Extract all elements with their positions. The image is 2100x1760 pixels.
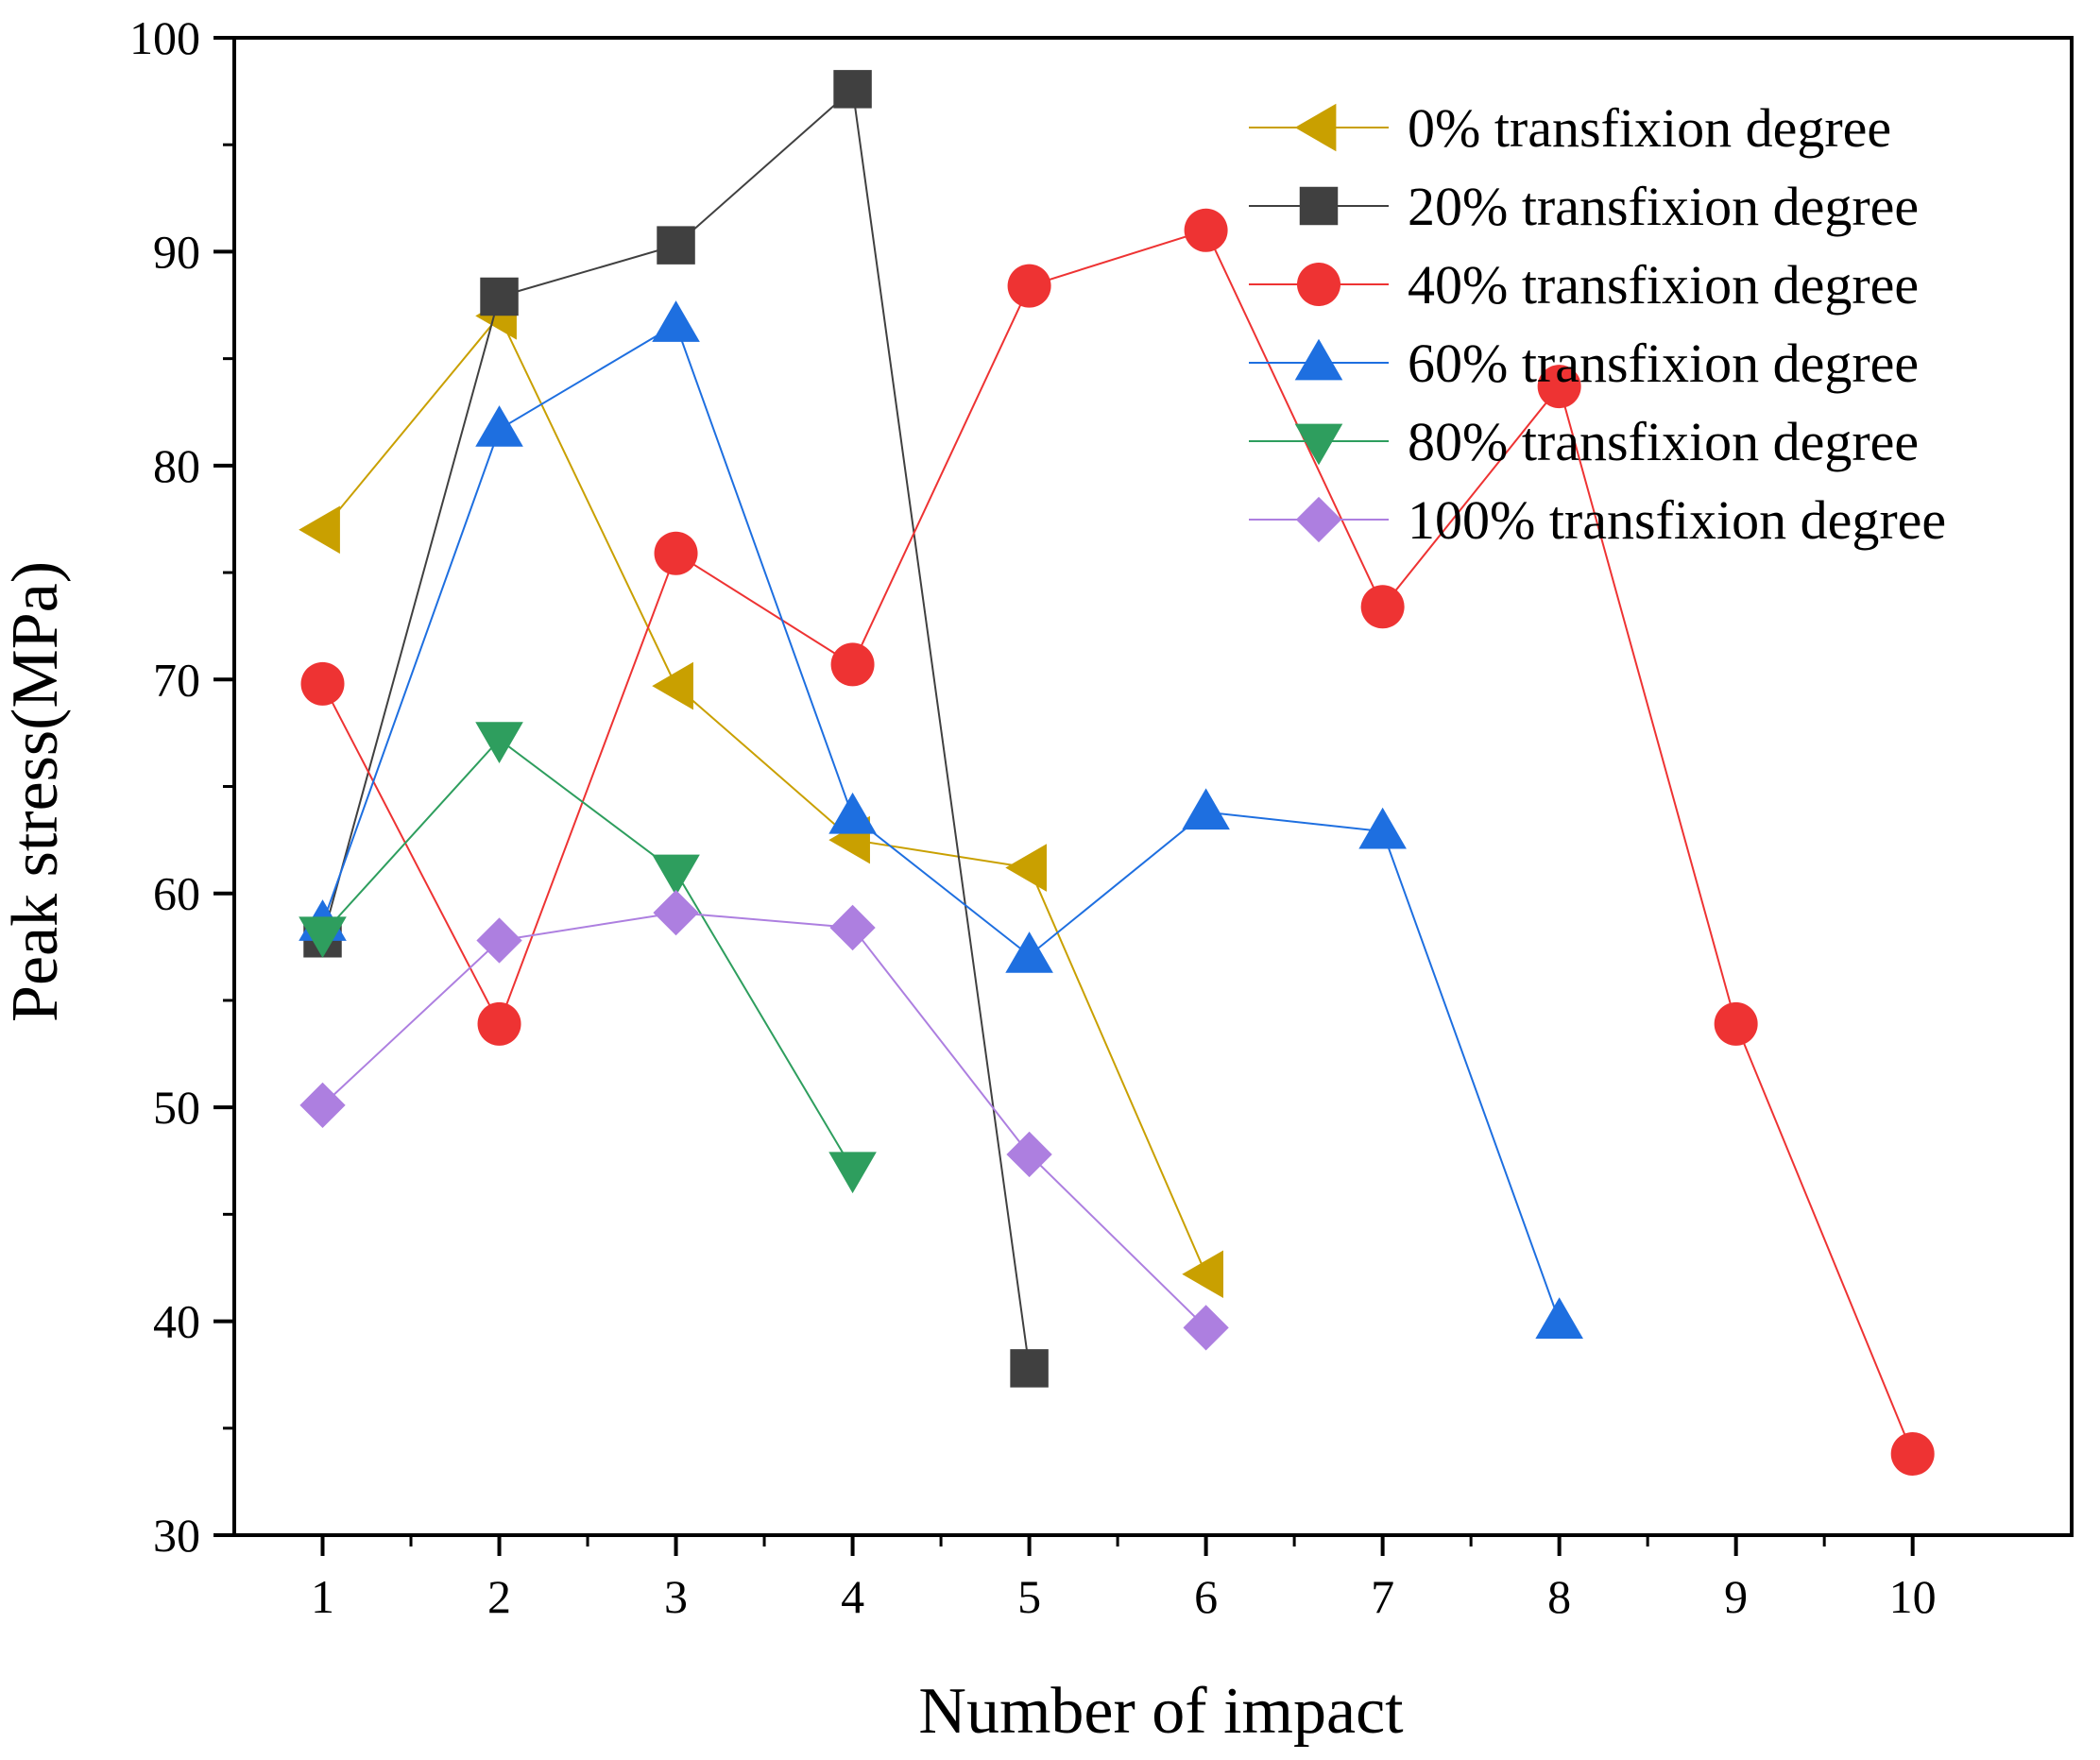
data-point-0pct-transfixion-degree — [1182, 1250, 1224, 1299]
data-point-40pct-transfixion-degree — [1537, 365, 1581, 409]
series-100pct-transfixion-degree — [299, 889, 1229, 1351]
series-line-100pct-transfixion-degree — [321, 912, 1207, 1329]
y-tick-label: 70 — [153, 653, 200, 706]
series-line-40pct-transfixion-degree — [321, 229, 1914, 1455]
legend-entry-40pct-transfixion-degree: 40% transfixion degree — [1249, 254, 1919, 316]
legend-label: 100% transfixion degree — [1408, 489, 1946, 551]
legend-marker — [1294, 103, 1337, 152]
data-point-100pct-transfixion-degree — [1183, 1305, 1229, 1351]
y-tick-label: 80 — [153, 439, 200, 492]
x-axis-title: Number of impact — [918, 1675, 1404, 1748]
y-tick-label: 100 — [129, 11, 200, 64]
data-point-100pct-transfixion-degree — [476, 917, 522, 964]
legend-marker — [1295, 496, 1342, 543]
data-point-60pct-transfixion-degree — [475, 405, 523, 447]
data-point-60pct-transfixion-degree — [1358, 807, 1407, 849]
data-point-20pct-transfixion-degree — [833, 70, 872, 109]
x-tick-label: 10 — [1889, 1570, 1937, 1623]
legend-marker — [1297, 263, 1340, 306]
data-point-40pct-transfixion-degree — [1184, 208, 1228, 252]
legend-marker — [1294, 423, 1343, 466]
y-tick-label: 40 — [153, 1295, 200, 1348]
y-tick-label: 90 — [153, 225, 200, 278]
data-point-80pct-transfixion-degree — [475, 722, 523, 763]
data-point-60pct-transfixion-degree — [1535, 1297, 1583, 1339]
x-tick-label: 2 — [487, 1570, 511, 1623]
legend-marker — [1299, 186, 1339, 226]
data-point-40pct-transfixion-degree — [1714, 1001, 1758, 1046]
legend-marker — [1294, 338, 1343, 381]
x-tick-label: 7 — [1371, 1570, 1394, 1623]
series-line-0pct-transfixion-degree — [321, 314, 1207, 1275]
data-point-40pct-transfixion-degree — [1360, 585, 1405, 629]
y-tick-label: 30 — [153, 1509, 200, 1562]
data-point-40pct-transfixion-degree — [830, 642, 875, 687]
data-point-60pct-transfixion-degree — [652, 300, 700, 342]
data-point-40pct-transfixion-degree — [1007, 264, 1051, 308]
data-point-0pct-transfixion-degree — [652, 661, 693, 710]
legend-label: 40% transfixion degree — [1408, 254, 1919, 316]
x-tick-label: 9 — [1724, 1570, 1748, 1623]
data-point-40pct-transfixion-degree — [1890, 1431, 1935, 1476]
legend: 0% transfixion degree 20% transfixion deg… — [1249, 97, 1946, 551]
y-tick-label: 50 — [153, 1081, 200, 1134]
data-point-40pct-transfixion-degree — [477, 1001, 521, 1046]
data-point-40pct-transfixion-degree — [300, 661, 345, 706]
series-line-80pct-transfixion-degree — [321, 738, 854, 1170]
data-point-20pct-transfixion-degree — [1010, 1349, 1049, 1388]
legend-entry-80pct-transfixion-degree: 80% transfixion degree — [1249, 411, 1919, 472]
data-point-60pct-transfixion-degree — [1182, 788, 1230, 830]
x-tick-label: 6 — [1194, 1570, 1218, 1623]
axes: 1 2 3 4 5 6 7 8 9 10 30 40 50 60 70 80 90 100 — [129, 11, 2074, 1623]
legend-entry-100pct-transfixion-degree: 100% transfixion degree — [1249, 489, 1946, 551]
data-point-100pct-transfixion-degree — [299, 1082, 346, 1129]
x-tick-label: 5 — [1017, 1570, 1041, 1623]
data-point-100pct-transfixion-degree — [1006, 1131, 1052, 1178]
data-point-0pct-transfixion-degree — [299, 505, 340, 555]
data-point-80pct-transfixion-degree — [652, 854, 700, 897]
data-point-100pct-transfixion-degree — [829, 904, 876, 951]
data-point-80pct-transfixion-degree — [828, 1152, 877, 1194]
series-80pct-transfixion-degree — [299, 722, 877, 1194]
legend-label: 0% transfixion degree — [1408, 97, 1891, 159]
y-axis-title: Peak stress(MPa) — [0, 561, 72, 1022]
data-point-20pct-transfixion-degree — [480, 277, 519, 316]
legend-entry-20pct-transfixion-degree: 20% transfixion degree — [1249, 176, 1919, 237]
data-point-20pct-transfixion-degree — [657, 226, 695, 265]
x-tick-label: 4 — [841, 1570, 864, 1623]
series-line-60pct-transfixion-degree — [321, 322, 1561, 1322]
legend-label: 20% transfixion degree — [1408, 176, 1919, 237]
legend-entry-60pct-transfixion-degree: 60% transfixion degree — [1249, 333, 1919, 394]
legend-entry-0pct-transfixion-degree: 0% transfixion degree — [1249, 97, 1891, 159]
y-tick-label: 60 — [153, 867, 200, 920]
series-layer — [299, 70, 1935, 1476]
data-point-60pct-transfixion-degree — [828, 792, 877, 834]
data-point-60pct-transfixion-degree — [1005, 931, 1053, 973]
series-40pct-transfixion-degree — [300, 208, 1935, 1476]
x-tick-label: 1 — [311, 1570, 334, 1623]
data-point-0pct-transfixion-degree — [1005, 844, 1047, 892]
data-point-80pct-transfixion-degree — [299, 916, 347, 959]
legend-label: 60% transfixion degree — [1408, 333, 1919, 394]
legend-label: 80% transfixion degree — [1408, 411, 1919, 472]
x-tick-label: 3 — [664, 1570, 688, 1623]
x-tick-label: 8 — [1547, 1570, 1571, 1623]
data-point-100pct-transfixion-degree — [653, 889, 699, 936]
data-point-40pct-transfixion-degree — [654, 531, 698, 575]
